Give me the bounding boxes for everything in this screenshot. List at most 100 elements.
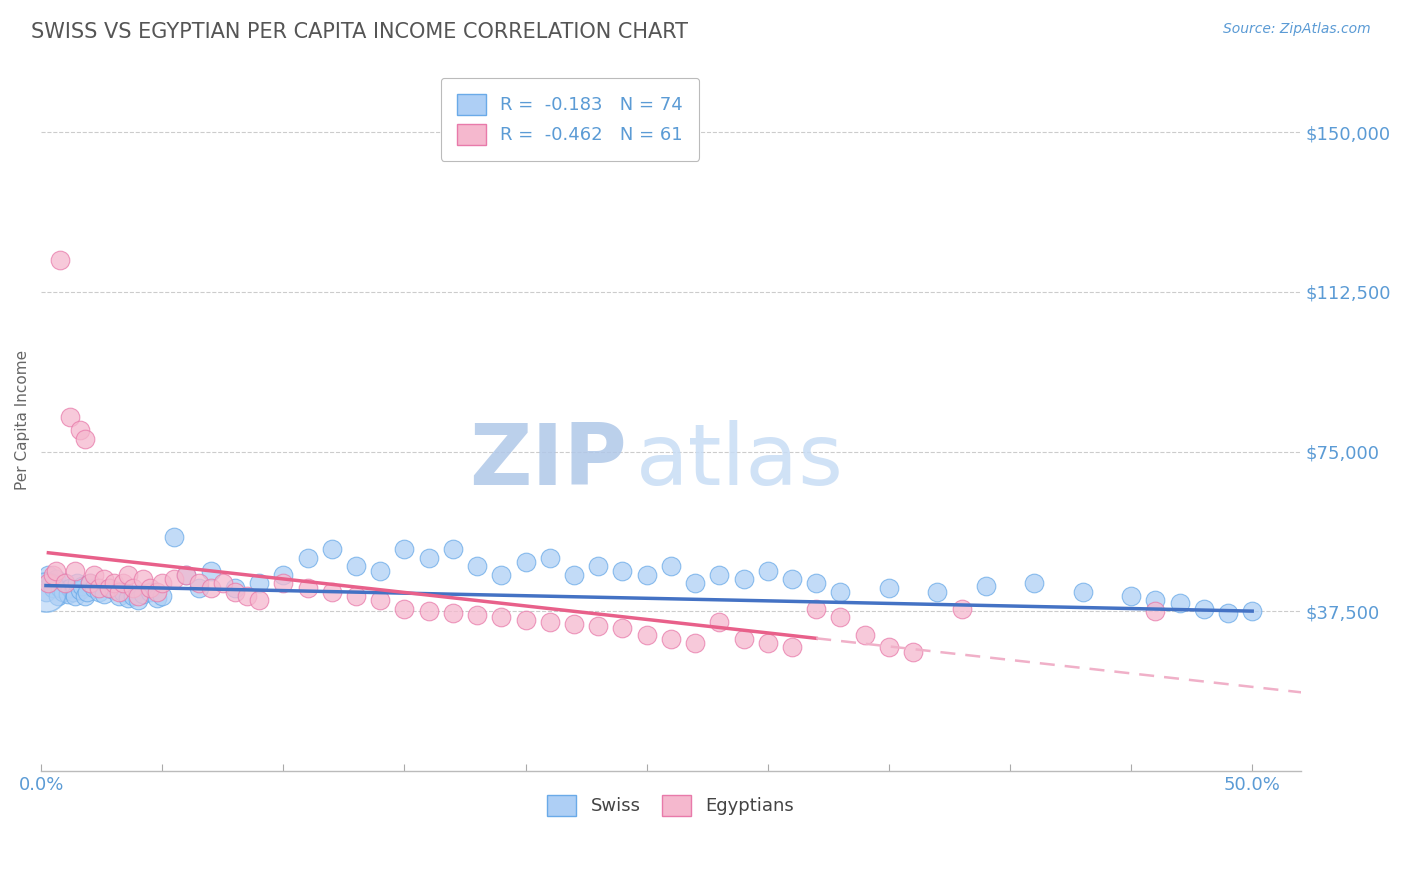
- Point: [709, 615, 731, 629]
- Point: [83, 581, 105, 595]
- Point: [441, 542, 464, 557]
- Point: [150, 576, 173, 591]
- Point: [273, 576, 295, 591]
- Point: [42, 568, 65, 582]
- Point: [107, 589, 129, 603]
- Point: [200, 564, 222, 578]
- Point: [37, 576, 59, 591]
- Point: [150, 589, 173, 603]
- Point: [236, 589, 259, 603]
- Point: [93, 587, 115, 601]
- Point: [139, 585, 162, 599]
- Point: [659, 632, 682, 646]
- Point: [538, 550, 561, 565]
- Point: [733, 572, 755, 586]
- Point: [515, 613, 537, 627]
- Point: [163, 530, 186, 544]
- Point: [73, 432, 96, 446]
- Point: [35, 585, 58, 599]
- Point: [1241, 604, 1264, 618]
- Point: [63, 564, 86, 578]
- Point: [368, 564, 391, 578]
- Point: [974, 578, 997, 592]
- Point: [127, 593, 149, 607]
- Point: [122, 581, 145, 595]
- Point: [69, 582, 91, 597]
- Point: [45, 564, 67, 578]
- Legend: Swiss, Egyptians: Swiss, Egyptians: [538, 786, 803, 825]
- Point: [37, 568, 59, 582]
- Point: [418, 550, 440, 565]
- Point: [297, 550, 319, 565]
- Point: [394, 542, 416, 557]
- Point: [79, 576, 101, 591]
- Y-axis label: Per Capita Income: Per Capita Income: [15, 350, 30, 490]
- Point: [112, 576, 135, 591]
- Point: [806, 602, 828, 616]
- Point: [200, 581, 222, 595]
- Point: [683, 636, 706, 650]
- Point: [39, 576, 62, 591]
- Point: [122, 589, 145, 603]
- Point: [394, 602, 416, 616]
- Point: [733, 632, 755, 646]
- Point: [35, 585, 58, 599]
- Point: [146, 591, 169, 606]
- Point: [830, 585, 852, 599]
- Point: [1216, 606, 1239, 620]
- Point: [756, 564, 779, 578]
- Point: [97, 581, 120, 595]
- Point: [117, 568, 139, 582]
- Point: [176, 568, 198, 582]
- Point: [586, 619, 609, 633]
- Point: [45, 572, 67, 586]
- Point: [59, 581, 82, 595]
- Point: [52, 585, 75, 599]
- Point: [515, 555, 537, 569]
- Point: [247, 576, 270, 591]
- Point: [344, 559, 367, 574]
- Point: [1119, 589, 1142, 603]
- Point: [69, 423, 91, 437]
- Point: [146, 585, 169, 599]
- Point: [224, 581, 246, 595]
- Point: [93, 572, 115, 586]
- Point: [89, 581, 111, 595]
- Point: [612, 621, 634, 635]
- Point: [107, 585, 129, 599]
- Point: [927, 585, 949, 599]
- Point: [465, 608, 488, 623]
- Point: [709, 568, 731, 582]
- Point: [780, 572, 803, 586]
- Point: [247, 593, 270, 607]
- Point: [73, 589, 96, 603]
- Point: [53, 576, 76, 591]
- Point: [586, 559, 609, 574]
- Point: [562, 616, 585, 631]
- Point: [132, 587, 155, 601]
- Point: [368, 593, 391, 607]
- Point: [636, 627, 658, 641]
- Point: [1168, 596, 1191, 610]
- Point: [877, 640, 900, 655]
- Point: [538, 615, 561, 629]
- Point: [465, 559, 488, 574]
- Point: [1144, 593, 1167, 607]
- Point: [756, 636, 779, 650]
- Point: [612, 564, 634, 578]
- Point: [441, 606, 464, 620]
- Text: SWISS VS EGYPTIAN PER CAPITA INCOME CORRELATION CHART: SWISS VS EGYPTIAN PER CAPITA INCOME CORR…: [31, 22, 688, 42]
- Point: [1071, 585, 1094, 599]
- Point: [659, 559, 682, 574]
- Point: [901, 644, 924, 658]
- Point: [97, 581, 120, 595]
- Point: [56, 587, 79, 601]
- Point: [491, 610, 513, 624]
- Point: [59, 410, 82, 425]
- Point: [562, 568, 585, 582]
- Point: [42, 581, 65, 595]
- Point: [418, 604, 440, 618]
- Point: [877, 581, 900, 595]
- Point: [49, 253, 72, 268]
- Point: [1144, 604, 1167, 618]
